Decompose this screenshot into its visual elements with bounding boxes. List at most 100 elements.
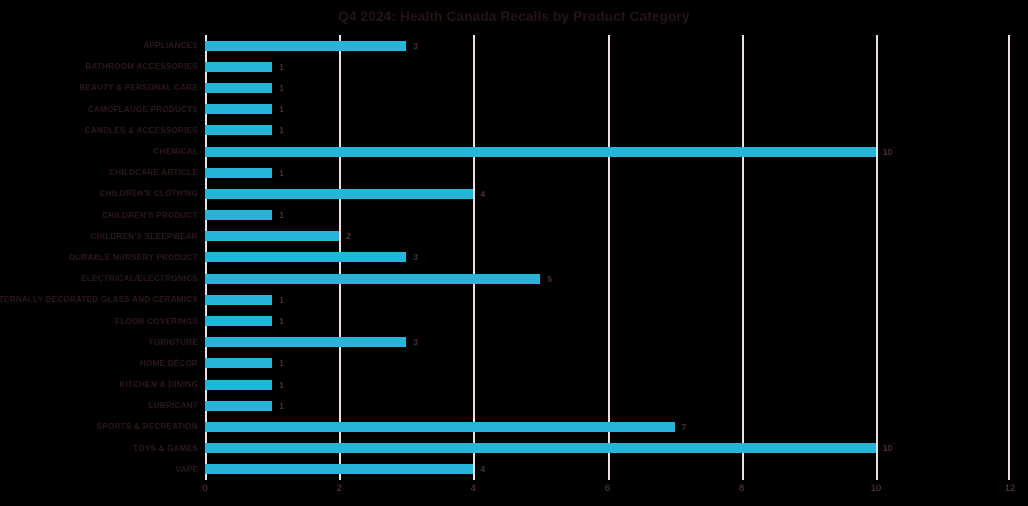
category-label: CAMOFLAUGE PRODUCTS	[87, 104, 198, 114]
bar	[205, 40, 407, 51]
bar	[205, 421, 675, 432]
value-label: 3	[413, 337, 418, 348]
value-label: 1	[279, 61, 284, 72]
bar	[205, 358, 273, 369]
category-label: CANDLES & ACCESSORIES	[84, 125, 198, 135]
value-label: 10	[882, 443, 893, 454]
bar	[205, 273, 541, 284]
category-label: DURABLE NURSERY PRODUCT	[69, 252, 198, 262]
plot-area: APPLIANCES 3 BATHROOM ACCESSORIES 1 BEAUTY &…	[0, 35, 1010, 480]
category-label: FURNITURE	[149, 337, 198, 347]
value-label: 1	[279, 379, 284, 390]
bar-row: CHILDREN'S CLOTHING 4	[100, 183, 1010, 204]
bar-row: SPORTS & RECREATION 7	[97, 416, 1010, 437]
bar	[205, 146, 876, 157]
x-axis: 0 2 4 6 8 10 12	[202, 483, 1015, 499]
bar	[205, 125, 273, 136]
category-label: BATHROOM ACCESSORIES	[85, 62, 198, 72]
bar-row: BATHROOM ACCESSORIES 1	[85, 56, 1010, 77]
bar-row: VAPE 4	[176, 459, 1010, 480]
category-label: ELECTRICAL/ELECTRONICS	[81, 274, 198, 284]
x-tick-label: 2	[336, 483, 342, 494]
category-label: CHILDCARE ARTICLE	[109, 168, 198, 178]
bar-row: CHILDREN'S PRODUCT 1	[102, 205, 1010, 226]
bar-row: APPLIANCES 3	[143, 35, 1010, 56]
category-label: VAPE	[175, 464, 198, 474]
bar	[205, 379, 273, 390]
value-label: 1	[279, 210, 284, 221]
bar	[205, 167, 273, 178]
bar-row: CAMOFLAUGE PRODUCTS 1	[88, 99, 1010, 120]
value-label: 1	[279, 82, 284, 93]
bar-row: TOYS & GAMES 10	[133, 438, 1010, 459]
gridline	[1008, 35, 1010, 480]
bar	[205, 294, 273, 305]
value-label: 1	[279, 400, 284, 411]
bar	[205, 210, 273, 221]
value-label: 4	[480, 464, 486, 475]
bar-row: EXTERNALLY DECORATED GLASS AND CERAMICS 1	[0, 289, 1010, 310]
bar	[205, 337, 407, 348]
bar	[205, 82, 273, 93]
value-label: 2	[346, 231, 351, 242]
value-label: 5	[547, 273, 553, 284]
category-label: KITCHEN & DINING	[119, 380, 198, 390]
category-label: APPLIANCES	[143, 41, 198, 51]
x-tick-label: 10	[870, 483, 882, 494]
value-label: 7	[681, 421, 687, 432]
category-label: HOME DÉCOR	[139, 358, 198, 368]
bar-row: CHILDCARE ARTICLE 1	[109, 162, 1010, 183]
bar	[205, 104, 273, 115]
value-label: 1	[279, 358, 284, 369]
bar	[205, 252, 407, 263]
value-label: 1	[279, 316, 284, 327]
gridline	[607, 35, 610, 480]
category-label: SPORTS & RECREATION	[96, 422, 198, 432]
chart-title: Q4 2024: Health Canada Recalls by Produc…	[338, 9, 690, 24]
bar	[205, 443, 876, 454]
bar	[205, 400, 273, 411]
bars-layer: APPLIANCES 3 BATHROOM ACCESSORIES 1 BEAUTY &…	[0, 35, 1010, 480]
bar	[205, 464, 474, 475]
gridline	[473, 35, 476, 480]
category-label: TOYS & GAMES	[133, 443, 198, 453]
value-label: 3	[413, 40, 418, 51]
bar-row: CANDLES & ACCESSORIES 1	[85, 120, 1010, 141]
category-label: EXTERNALLY DECORATED GLASS AND CERAMICS	[0, 295, 198, 305]
value-label: 1	[279, 125, 284, 136]
category-label: CHEMICAL	[153, 147, 198, 157]
bar	[205, 61, 273, 72]
value-label: 10	[882, 146, 893, 157]
bar-row: CHEMICAL 10	[153, 141, 1010, 162]
bar-row: HOME DÉCOR 1	[140, 353, 1010, 374]
category-label: CHILDREN'S PRODUCT	[102, 210, 198, 220]
category-label: CHILDREN'S CLOTHING	[99, 189, 198, 199]
bar-row: FLOOR COVERINGS 1	[115, 310, 1010, 331]
bar	[205, 188, 474, 199]
value-label: 1	[279, 167, 284, 178]
bar-row: KITCHEN & DINING 1	[119, 374, 1010, 395]
gridline	[741, 35, 744, 480]
category-label: BEAUTY & PERSONAL CARE	[79, 83, 198, 93]
bar-row: DURABLE NURSERY PRODUCT 3	[69, 247, 1010, 268]
value-label: 3	[413, 252, 418, 263]
value-label: 4	[480, 188, 486, 199]
bar-row: LUBRICANT 1	[149, 395, 1010, 416]
category-label: FLOOR COVERINGS	[115, 316, 198, 326]
value-label: 1	[279, 104, 284, 115]
bar-row: FURNITURE 3	[149, 332, 1010, 353]
gridline	[875, 35, 878, 480]
bar-row: BEAUTY & PERSONAL CARE 1	[79, 77, 1010, 98]
x-tick-label: 4	[470, 483, 476, 494]
category-label: CHILDREN'S SLEEPWEAR	[90, 231, 198, 241]
bar	[205, 231, 340, 242]
bar	[205, 316, 273, 327]
x-tick-label: 12	[1004, 483, 1016, 494]
category-label: LUBRICANT	[148, 401, 198, 411]
bar-row: CHILDREN'S SLEEPWEAR 2	[91, 226, 1010, 247]
x-tick-label: 8	[739, 483, 745, 494]
bar-row: ELECTRICAL/ELECTRONICS 5	[81, 268, 1010, 289]
x-tick-label: 6	[604, 483, 611, 494]
value-label: 1	[279, 294, 284, 305]
